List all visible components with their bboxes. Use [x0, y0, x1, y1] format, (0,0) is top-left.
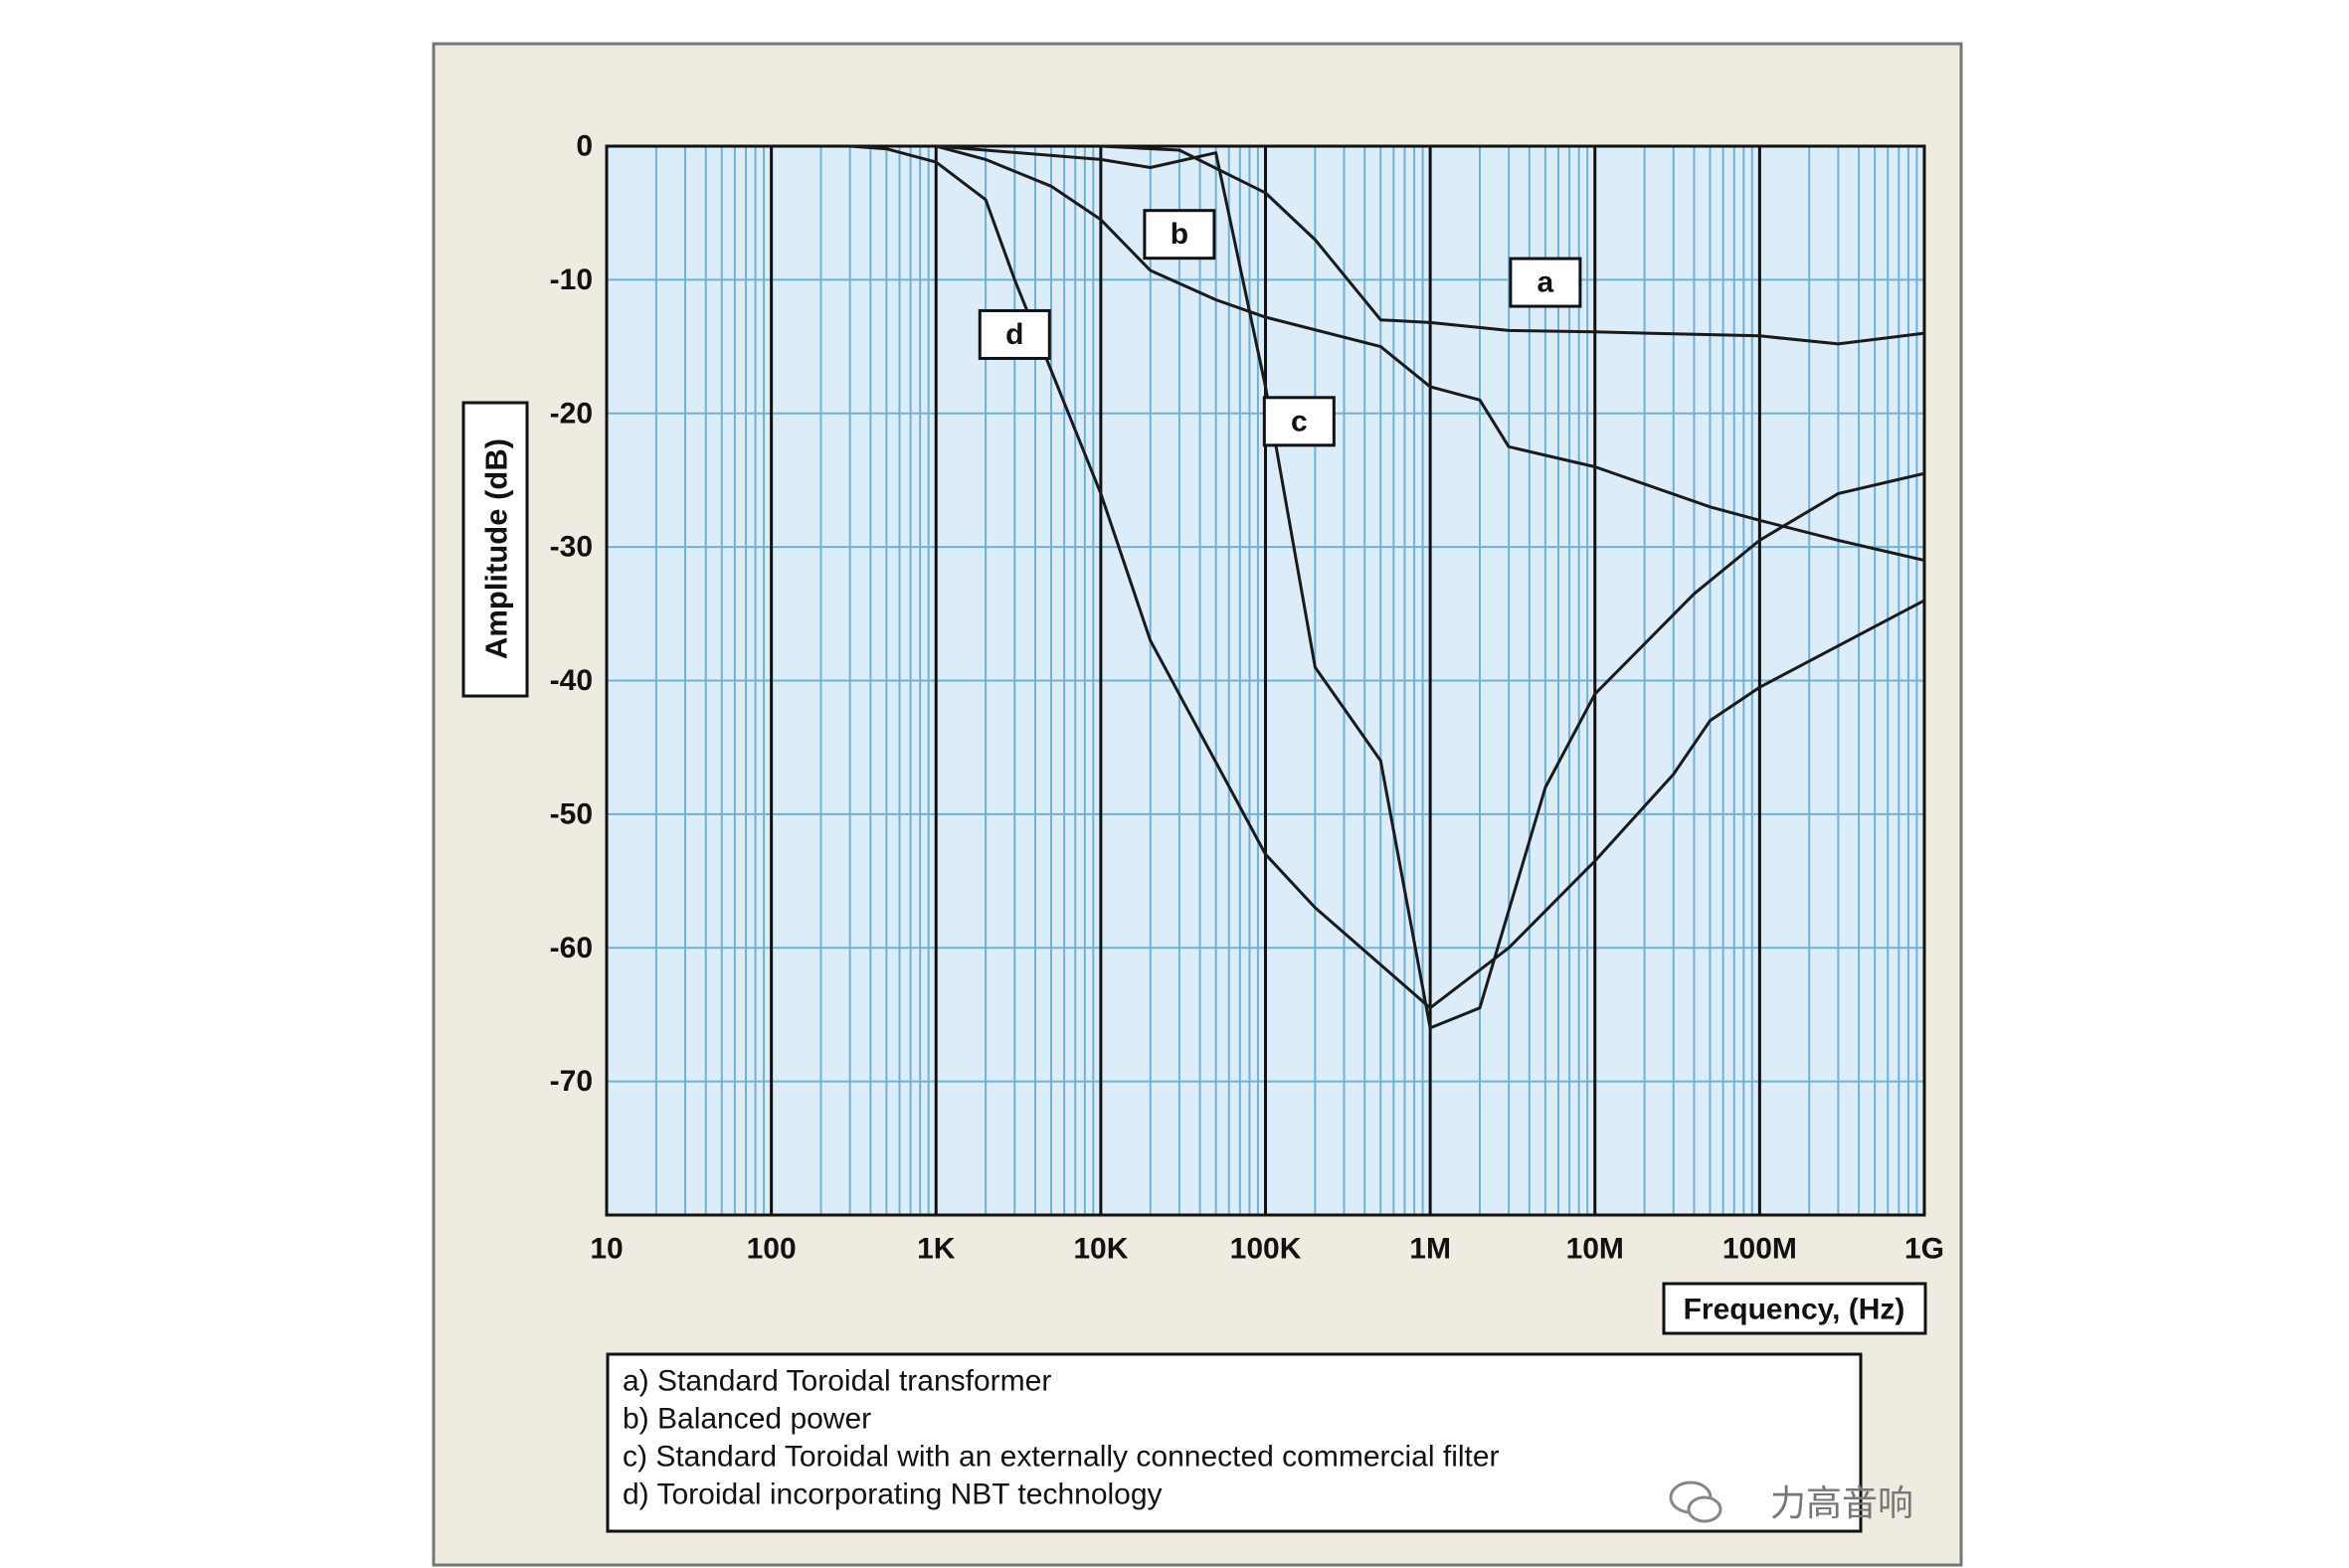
y-tick-label: -10	[550, 263, 593, 296]
x-axis-label: Frequency, (Hz)	[1684, 1294, 1905, 1326]
curve-label-box-d	[978, 308, 1051, 360]
y-axis-label-box	[461, 401, 529, 698]
x-tick-label: 10M	[1566, 1233, 1624, 1266]
watermark-text: 力高音响	[1770, 1483, 1913, 1524]
series-line-c	[936, 144, 1925, 1030]
legend-entry: b) Balanced power	[623, 1403, 871, 1436]
legend-entry: a) Standard Toroidal transformer	[623, 1365, 1051, 1398]
legend-entry: c) Standard Toroidal with an externally …	[623, 1441, 1500, 1474]
x-tick-label: 100K	[1230, 1233, 1302, 1266]
legend-box	[606, 1352, 1863, 1533]
curve-label-b: b	[1171, 218, 1188, 251]
legend-entry: d) Toroidal incorporating NBT technology	[623, 1479, 1163, 1511]
wechat-icon	[1669, 1481, 1722, 1523]
series-line-b	[935, 144, 1925, 563]
x-tick-label: 100M	[1722, 1233, 1797, 1266]
x-tick-label: 1M	[1409, 1233, 1451, 1266]
x-axis-label-box	[1662, 1282, 1927, 1335]
x-tick-label: 10	[590, 1233, 623, 1266]
legend: a) Standard Toroidal transformer b) Balan…	[623, 1365, 1500, 1511]
minor-grid	[607, 145, 1924, 1216]
y-tick-label: -60	[550, 932, 593, 964]
curve-label-box-c	[1262, 396, 1336, 447]
y-tick-label: -30	[550, 531, 593, 564]
curve-label-c: c	[1291, 405, 1308, 437]
series-line-d	[849, 144, 1925, 1010]
x-tick-label: 100	[747, 1233, 797, 1266]
watermark: 力高音响	[1669, 1481, 1913, 1524]
curve-label-box-a	[1509, 257, 1582, 308]
x-tick-label: 10K	[1073, 1233, 1128, 1266]
curve-labels: a b c d	[978, 209, 1582, 447]
curve-label-a: a	[1537, 266, 1554, 299]
y-axis-label: Amplitude (dB)	[479, 438, 514, 659]
x-tick-label: 1K	[917, 1233, 956, 1266]
series-lines	[849, 144, 1925, 1030]
y-tick-labels: 0 -10 -20 -30 -40 -50 -60 -70	[550, 130, 593, 1099]
y-tick-label: -50	[550, 797, 593, 830]
x-tick-label: 1G	[1904, 1233, 1944, 1266]
plot-frame	[605, 144, 1926, 1217]
y-tick-label: -40	[550, 664, 593, 697]
y-tick-label: -70	[550, 1065, 593, 1098]
y-tick-label: 0	[576, 130, 593, 163]
curve-label-d: d	[1005, 318, 1023, 351]
y-tick-label: -20	[550, 397, 593, 430]
series-line-a	[1100, 144, 1925, 346]
curve-label-box-b	[1143, 209, 1216, 261]
x-tick-labels: 10 100 1K 10K 100K 1M 10M 100M 1G	[590, 1233, 1944, 1266]
